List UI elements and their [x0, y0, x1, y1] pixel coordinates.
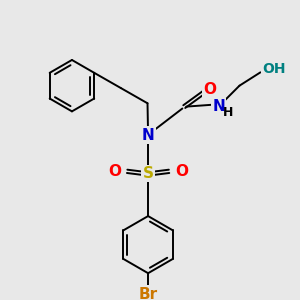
Text: H: H	[223, 106, 233, 119]
Text: OH: OH	[262, 61, 286, 76]
Text: N: N	[142, 128, 154, 143]
Text: O: O	[175, 164, 188, 179]
Text: O: O	[108, 164, 121, 179]
Text: N: N	[212, 99, 225, 114]
Text: Br: Br	[139, 286, 158, 300]
Text: O: O	[203, 82, 217, 97]
Text: S: S	[142, 166, 154, 181]
